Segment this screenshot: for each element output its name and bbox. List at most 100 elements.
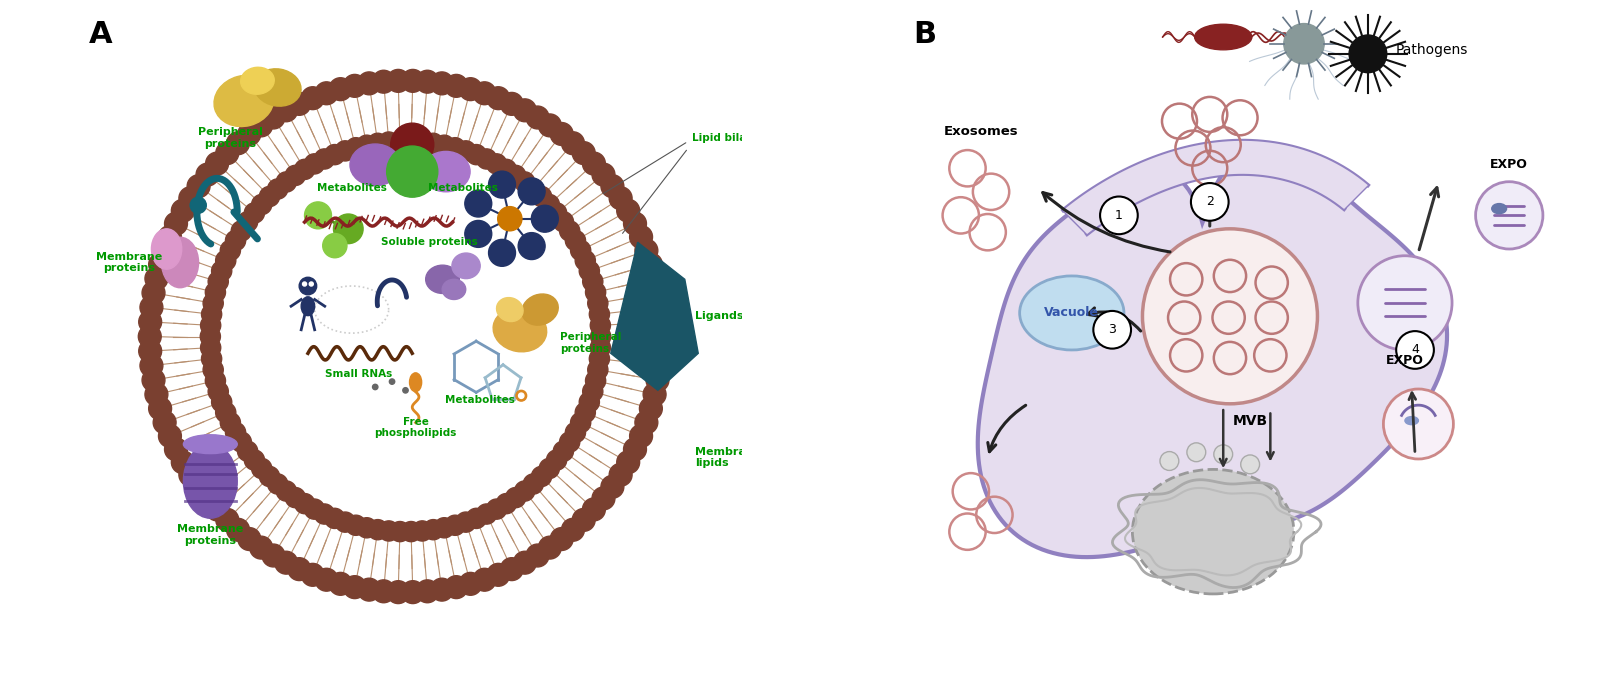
Circle shape xyxy=(532,466,551,487)
Circle shape xyxy=(589,349,610,369)
Circle shape xyxy=(206,282,225,302)
Circle shape xyxy=(302,87,324,110)
Text: 3: 3 xyxy=(1108,323,1116,336)
Circle shape xyxy=(526,544,548,567)
Ellipse shape xyxy=(1492,203,1507,214)
Text: B: B xyxy=(913,20,938,49)
Circle shape xyxy=(616,451,639,474)
Circle shape xyxy=(344,75,367,98)
Circle shape xyxy=(514,99,537,122)
Circle shape xyxy=(401,69,425,92)
Circle shape xyxy=(214,145,597,528)
Circle shape xyxy=(329,77,352,100)
Circle shape xyxy=(1358,256,1452,350)
Text: Vacuole: Vacuole xyxy=(1045,306,1100,320)
Circle shape xyxy=(401,131,422,151)
Circle shape xyxy=(221,240,240,260)
Circle shape xyxy=(389,379,394,384)
Circle shape xyxy=(430,578,453,601)
Text: A: A xyxy=(89,20,114,49)
Circle shape xyxy=(573,141,595,164)
Text: Exosomes: Exosomes xyxy=(944,125,1019,138)
Circle shape xyxy=(260,466,279,487)
Circle shape xyxy=(227,132,250,155)
Circle shape xyxy=(500,558,524,581)
Circle shape xyxy=(487,563,509,586)
Circle shape xyxy=(524,474,543,494)
Circle shape xyxy=(623,438,647,461)
Circle shape xyxy=(649,354,672,377)
Circle shape xyxy=(287,92,311,115)
Circle shape xyxy=(466,190,491,217)
Circle shape xyxy=(144,267,167,290)
Circle shape xyxy=(227,518,250,541)
Circle shape xyxy=(152,411,177,434)
Circle shape xyxy=(1160,452,1179,470)
Circle shape xyxy=(561,132,584,155)
Circle shape xyxy=(553,441,574,461)
Circle shape xyxy=(208,271,229,291)
Circle shape xyxy=(539,458,560,479)
Circle shape xyxy=(378,521,399,541)
Circle shape xyxy=(444,138,466,158)
Circle shape xyxy=(386,146,438,197)
Circle shape xyxy=(276,172,297,192)
Circle shape xyxy=(474,568,496,591)
Circle shape xyxy=(232,221,251,241)
Circle shape xyxy=(466,221,491,248)
Circle shape xyxy=(590,338,610,358)
Ellipse shape xyxy=(162,238,198,288)
Circle shape xyxy=(295,493,315,513)
Ellipse shape xyxy=(350,144,401,186)
Circle shape xyxy=(487,154,506,174)
Circle shape xyxy=(196,487,219,510)
Circle shape xyxy=(586,282,605,302)
Text: Lipid bilayer: Lipid bilayer xyxy=(691,133,764,143)
Circle shape xyxy=(587,293,608,314)
Text: Small RNAs: Small RNAs xyxy=(324,369,393,378)
Circle shape xyxy=(1476,182,1543,249)
Circle shape xyxy=(590,326,611,347)
Circle shape xyxy=(1384,389,1453,459)
Circle shape xyxy=(298,277,316,295)
Text: 4: 4 xyxy=(1411,343,1419,357)
Circle shape xyxy=(539,536,561,559)
Ellipse shape xyxy=(425,265,459,293)
Text: Free
phospholipids: Free phospholipids xyxy=(375,417,457,438)
Circle shape xyxy=(444,575,467,598)
Circle shape xyxy=(164,438,188,461)
Circle shape xyxy=(649,310,672,333)
Ellipse shape xyxy=(409,373,422,392)
Circle shape xyxy=(1100,197,1137,234)
Circle shape xyxy=(159,425,182,448)
Circle shape xyxy=(368,520,388,540)
Circle shape xyxy=(245,450,264,470)
Circle shape xyxy=(305,202,331,229)
Text: 2: 2 xyxy=(1205,195,1213,209)
Circle shape xyxy=(315,504,334,524)
Circle shape xyxy=(260,186,279,207)
Circle shape xyxy=(245,203,264,223)
Polygon shape xyxy=(978,149,1447,557)
Circle shape xyxy=(401,581,425,604)
Circle shape xyxy=(623,212,647,235)
Ellipse shape xyxy=(151,229,182,269)
Circle shape xyxy=(178,187,201,210)
Text: EXPO: EXPO xyxy=(1387,353,1424,367)
Ellipse shape xyxy=(1132,470,1294,594)
Circle shape xyxy=(216,141,238,164)
Circle shape xyxy=(237,212,258,232)
Circle shape xyxy=(1350,35,1387,73)
Ellipse shape xyxy=(493,308,547,352)
Circle shape xyxy=(345,515,367,535)
Circle shape xyxy=(487,499,506,519)
Circle shape xyxy=(649,296,672,319)
Text: EXPO: EXPO xyxy=(1491,158,1528,172)
Circle shape xyxy=(143,369,165,392)
Ellipse shape xyxy=(1020,276,1124,350)
Circle shape xyxy=(178,463,201,486)
Circle shape xyxy=(401,522,422,542)
Circle shape xyxy=(629,225,652,248)
Circle shape xyxy=(344,575,367,598)
Circle shape xyxy=(250,114,272,137)
